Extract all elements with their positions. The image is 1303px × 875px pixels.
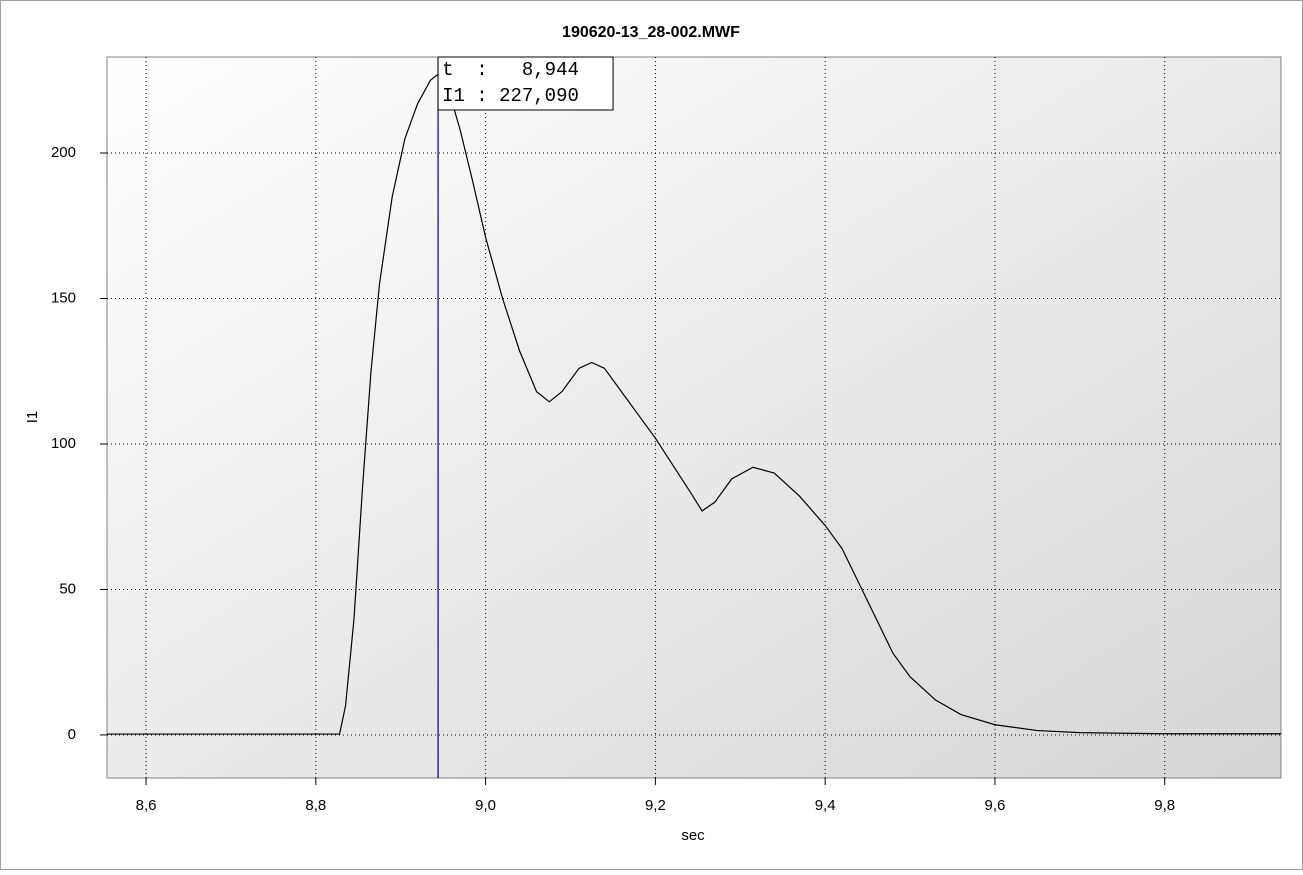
x-tick-label: 8,6 [136, 797, 157, 814]
cursor-label: I1 : 227,090 [442, 85, 579, 107]
y-axis-label: I1 [24, 411, 41, 424]
cursor-label: t : 8,944 [442, 59, 579, 81]
y-tick-label: 100 [51, 435, 76, 452]
chart-title: 190620-13_28-002.MWF [562, 24, 740, 41]
y-tick-label: 0 [68, 726, 76, 743]
plot-area [106, 56, 1282, 779]
y-tick-label: 150 [51, 289, 76, 306]
y-tick-label: 200 [51, 144, 76, 161]
x-tick-label: 8,8 [305, 797, 326, 814]
x-tick-label: 9,8 [1154, 797, 1175, 814]
x-tick-label: 9,6 [984, 797, 1005, 814]
data-line [107, 73, 1281, 735]
x-tick-label: 9,4 [815, 797, 836, 814]
x-tick-label: 9,0 [475, 797, 496, 814]
y-tick-label: 50 [59, 580, 76, 597]
x-tick-label: 9,2 [645, 797, 666, 814]
x-axis-label: sec [681, 827, 705, 844]
cursor-box [437, 56, 614, 111]
